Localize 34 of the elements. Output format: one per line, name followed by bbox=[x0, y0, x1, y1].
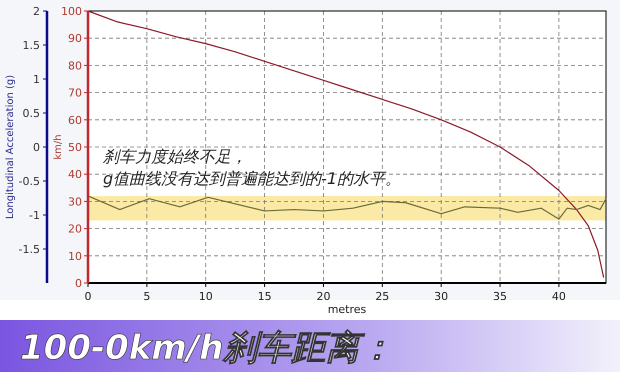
x-tick-label: 0 bbox=[84, 290, 92, 303]
annotation: g值曲线没有达到普遍能达到的-1的水平。 bbox=[103, 169, 402, 188]
y-axis-title: km/h bbox=[53, 134, 64, 160]
y-tick-label: 60 bbox=[68, 114, 82, 127]
y2-axis-title: Longitudinal Acceleration (g) bbox=[5, 74, 16, 220]
y2-tick-label: 0 bbox=[33, 141, 40, 154]
x-tick-label: 40 bbox=[552, 290, 566, 303]
x-axis-title: metres bbox=[328, 303, 367, 316]
y-tick-label: 50 bbox=[68, 141, 82, 154]
y2-tick-label: 2 bbox=[33, 5, 40, 18]
x-tick-label: 10 bbox=[198, 290, 213, 303]
y2-tick-label: -1.5 bbox=[18, 243, 40, 256]
x-tick-label: 5 bbox=[143, 290, 150, 303]
x-tick-label: 25 bbox=[375, 290, 390, 303]
y-tick-label: 90 bbox=[68, 32, 82, 46]
annotation: 刹车力度始终不足， bbox=[102, 147, 247, 166]
y2-tick-label: -1 bbox=[29, 209, 40, 222]
y2-tick-label: 0.5 bbox=[22, 107, 40, 120]
x-tick-label: 30 bbox=[434, 290, 448, 303]
text: 100-0km/h刹车距离： bbox=[20, 328, 394, 368]
y-tick-label: 70 bbox=[68, 86, 82, 100]
y-tick-label: 80 bbox=[68, 59, 82, 72]
y-tick-label: 100 bbox=[61, 5, 82, 18]
y2-tick-label: 1.5 bbox=[22, 39, 40, 52]
y-tick-label: 20 bbox=[68, 222, 82, 236]
x-tick-label: 35 bbox=[493, 290, 508, 303]
x-tick-label: 15 bbox=[258, 290, 272, 303]
y-tick-label: 40 bbox=[68, 168, 82, 182]
y2-tick-label: -0.5 bbox=[18, 175, 40, 188]
y-tick-label: 30 bbox=[68, 195, 82, 208]
y-tick-label: 10 bbox=[68, 250, 82, 263]
x-tick-label: 20 bbox=[316, 290, 330, 303]
y-tick-label: 0 bbox=[75, 277, 82, 290]
y2-tick-label: 1 bbox=[33, 73, 40, 86]
